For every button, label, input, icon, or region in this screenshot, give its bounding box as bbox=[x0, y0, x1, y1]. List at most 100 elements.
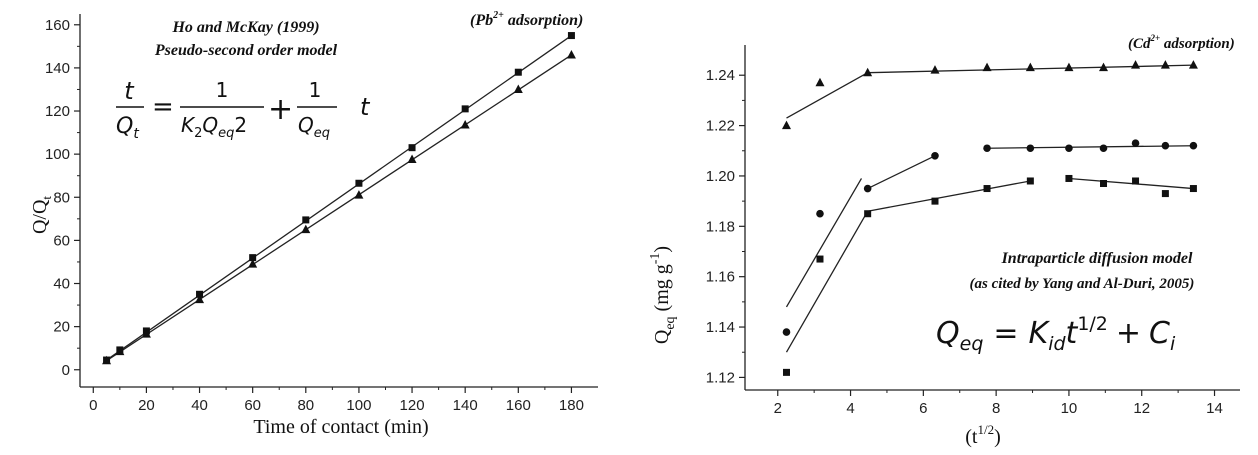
c1-point-square bbox=[302, 216, 310, 224]
c2-x-tick-label: 10 bbox=[1061, 400, 1078, 417]
right-chart: 2 4 6 8 10 12 14 1.12 1.14 1.16 1.18 1.20 1.22 1.24 (… bbox=[648, 33, 1240, 448]
c2-x-tick-label: 4 bbox=[846, 400, 854, 417]
svg-text:Qt: Qt bbox=[116, 114, 139, 142]
c2-x-tick-label: 2 bbox=[774, 400, 782, 417]
c2-point-triangle bbox=[863, 67, 873, 77]
svg-text:1: 1 bbox=[216, 78, 229, 102]
c2-point-square bbox=[931, 197, 939, 205]
c2-point-square bbox=[1065, 174, 1073, 182]
right-data-points bbox=[781, 60, 1198, 376]
c1-y-tick-label: 0 bbox=[62, 362, 70, 379]
c1-point-square bbox=[196, 290, 204, 298]
left-axes: 0 20 40 60 80 100 120 140 160 180 0 20 40 60 80 100 120 1… bbox=[45, 14, 598, 414]
left-equation: t Qt = 1 K2Qeq2 + 1 Qeq t bbox=[116, 77, 371, 142]
c1-y-tick-label: 80 bbox=[53, 189, 70, 206]
c1-point-triangle bbox=[301, 224, 311, 234]
c1-x-tick-label: 180 bbox=[559, 397, 584, 414]
c1-point-square bbox=[249, 254, 257, 262]
c2-y-tick-label: 1.22 bbox=[706, 118, 735, 135]
c2-series-circle-fit-line bbox=[785, 178, 863, 308]
c2-y-tick-label: 1.20 bbox=[706, 168, 735, 185]
c1-point-triangle bbox=[354, 190, 364, 199]
c1-point-triangle bbox=[248, 259, 258, 268]
left-y-axis-title: Q/Qt bbox=[29, 196, 54, 234]
c1-x-tick-label: 120 bbox=[400, 397, 425, 414]
c1-y-tick-label: 140 bbox=[45, 60, 70, 77]
c2-point-triangle bbox=[982, 62, 992, 72]
c2-point-circle bbox=[1161, 141, 1170, 150]
c2-point-circle bbox=[1065, 144, 1073, 153]
c2-point-circle bbox=[1026, 144, 1035, 153]
c2-point-square bbox=[1132, 177, 1140, 185]
right-note-model: Intraparticle diffusion model bbox=[1001, 250, 1193, 267]
c1-x-tick-label: 20 bbox=[138, 397, 155, 414]
c2-point-square bbox=[983, 185, 991, 193]
c1-y-tick-label: 40 bbox=[53, 276, 70, 293]
left-chart: 0 20 40 60 80 100 120 140 160 180 0 20 40 60 80 100 120 1… bbox=[29, 10, 598, 438]
c1-y-tick-label: 100 bbox=[45, 146, 70, 163]
c2-point-triangle bbox=[1160, 60, 1170, 69]
right-note-citation: (as cited by Yang and Al-Duri, 2005) bbox=[970, 276, 1195, 292]
c2-point-square bbox=[816, 255, 824, 263]
right-x-axis-title: (t1/2) bbox=[965, 422, 1001, 448]
c2-point-circle bbox=[816, 209, 824, 218]
c2-point-triangle bbox=[1188, 60, 1198, 69]
c2-point-triangle bbox=[1131, 60, 1141, 69]
c1-y-tick-label: 20 bbox=[53, 319, 70, 336]
svg-text:+: + bbox=[268, 92, 293, 127]
c2-point-triangle bbox=[1025, 62, 1035, 72]
left-data-points bbox=[102, 32, 576, 365]
c2-y-tick-label: 1.12 bbox=[706, 369, 735, 386]
c2-point-circle bbox=[1131, 139, 1140, 148]
c1-point-triangle bbox=[141, 329, 151, 338]
c2-point-circle bbox=[863, 184, 872, 193]
c1-point-square bbox=[355, 179, 363, 187]
c1-y-tick-label: 120 bbox=[45, 103, 70, 120]
c1-point-triangle bbox=[513, 84, 523, 93]
svg-text:=: = bbox=[152, 92, 174, 122]
c1-point-triangle bbox=[195, 294, 205, 304]
c2-series-square-fit-line bbox=[1068, 177, 1194, 190]
svg-text:K2Qeq2: K2Qeq2 bbox=[181, 113, 247, 141]
c1-point-triangle bbox=[407, 154, 417, 164]
c1-x-tick-label: 60 bbox=[244, 397, 261, 414]
svg-text:Qeq: Qeq bbox=[298, 113, 330, 141]
c2-point-triangle bbox=[781, 120, 791, 130]
c2-series-circle-fit-line bbox=[867, 155, 936, 190]
right-note-species: (Cd2+ adsorption) bbox=[1128, 33, 1235, 52]
c2-point-triangle bbox=[1099, 62, 1109, 72]
c1-point-square bbox=[514, 68, 522, 76]
c2-point-circle bbox=[782, 328, 791, 336]
c2-y-tick-label: 1.16 bbox=[706, 269, 735, 286]
c2-point-square bbox=[864, 210, 872, 218]
c2-point-triangle bbox=[815, 77, 825, 87]
c1-series-square-fit-line bbox=[106, 35, 572, 361]
right-y-axis-title: Qeq (mg g-1) bbox=[648, 246, 678, 344]
c2-y-tick-label: 1.18 bbox=[706, 218, 735, 235]
c2-y-tick-label: 1.24 bbox=[706, 67, 735, 84]
c2-x-tick-label: 6 bbox=[919, 400, 927, 417]
left-note-authors: Ho and McKay (1999) bbox=[171, 19, 319, 36]
c2-series-triangle-fit-line bbox=[786, 72, 868, 119]
c1-point-triangle bbox=[566, 49, 576, 59]
left-note-model: Pseudo-second order model bbox=[154, 42, 338, 59]
c1-y-tick-label: 160 bbox=[45, 17, 70, 34]
svg-text:t: t bbox=[124, 77, 135, 105]
c2-point-square bbox=[1100, 180, 1108, 188]
c1-series-triangle-fit-line bbox=[106, 54, 572, 362]
c2-point-square bbox=[782, 368, 790, 376]
c1-x-tick-label: 160 bbox=[506, 397, 531, 414]
right-equation: Qeq = Kidt1/2 + Ci bbox=[936, 313, 1176, 355]
c1-point-triangle bbox=[460, 120, 470, 129]
c1-point-square bbox=[461, 105, 469, 113]
c2-point-triangle bbox=[1064, 62, 1074, 72]
left-note-species: (Pb2+ adsorption) bbox=[470, 10, 583, 29]
left-fit-lines bbox=[106, 35, 572, 362]
c1-y-tick-label: 60 bbox=[53, 232, 70, 249]
c1-point-square bbox=[567, 32, 575, 40]
c2-point-circle bbox=[1099, 144, 1108, 153]
c1-x-tick-label: 0 bbox=[89, 397, 97, 414]
c2-series-square-fit-line bbox=[785, 210, 869, 353]
c2-y-tick-label: 1.14 bbox=[706, 319, 735, 336]
